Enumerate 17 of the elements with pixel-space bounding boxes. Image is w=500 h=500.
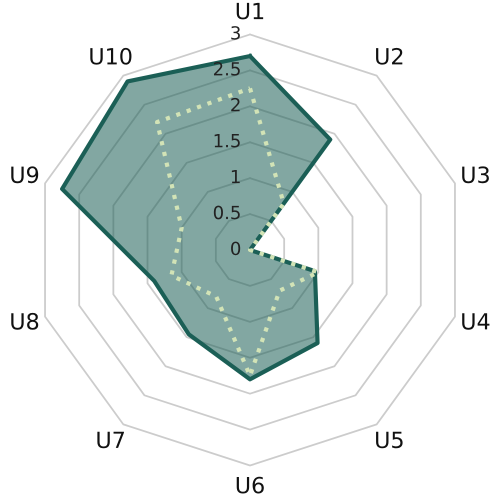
spoke-label: U4 bbox=[462, 313, 490, 330]
y-tick-label: 1 bbox=[232, 170, 240, 184]
y-tick-label: 1.5 bbox=[214, 134, 240, 148]
y-tick-label: 2 bbox=[231, 98, 240, 112]
y-tick-label: 2.5 bbox=[214, 62, 240, 76]
spoke-label: U3 bbox=[462, 166, 489, 184]
spoke-label: U8 bbox=[11, 312, 38, 330]
spoke-label: U7 bbox=[97, 432, 124, 448]
spoke-label: U10 bbox=[90, 48, 132, 65]
spoke-label: U5 bbox=[376, 432, 403, 448]
spoke-label: U1 bbox=[236, 2, 264, 20]
y-tick-label: 0.5 bbox=[214, 206, 240, 220]
spoke-label: U2 bbox=[376, 48, 402, 65]
y-tick-label: 0 bbox=[231, 242, 240, 256]
y-tick-label: 3 bbox=[231, 26, 240, 40]
spoke-label: U6 bbox=[236, 476, 264, 494]
spoke-label: U9 bbox=[11, 166, 38, 184]
